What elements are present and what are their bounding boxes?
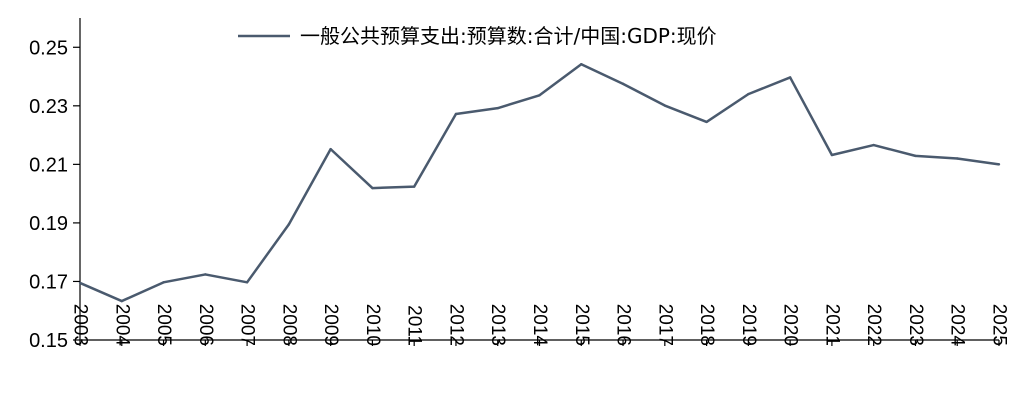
x-tick-label: 2025 xyxy=(989,304,1010,346)
legend-label: 一般公共预算支出:预算数:合计/中国:GDP:现价 xyxy=(300,24,717,48)
data-point xyxy=(204,273,207,276)
x-ticks: 2003 2004 2005 2006 2007 2008 2009 2010 2011 2012… xyxy=(70,304,1010,347)
x-tick-label: 2004 xyxy=(111,304,132,347)
series-layer xyxy=(78,63,1001,303)
x-tick-label: 2023 xyxy=(905,304,926,346)
x-tick-label: 2014 xyxy=(529,304,550,347)
x-tick-label: 2019 xyxy=(738,304,759,346)
data-point xyxy=(580,63,583,66)
x-tick-label: 2017 xyxy=(654,304,675,346)
x-tick-label: 2018 xyxy=(696,304,717,346)
data-point xyxy=(747,92,750,96)
data-point xyxy=(538,94,541,97)
x-tick-label: 2024 xyxy=(947,304,968,347)
data-point xyxy=(956,157,959,160)
x-tick-label: 2007 xyxy=(237,304,258,346)
y-tick-label: 0.15 xyxy=(29,330,68,352)
x-tick-label: 2011 xyxy=(404,305,425,346)
x-tick-label: 2015 xyxy=(571,304,592,346)
x-tick-label: 2021 xyxy=(821,304,842,346)
y-ticks: 0.15 0.17 0.19 0.21 0.23 0.25 xyxy=(29,37,80,352)
x-tick-label: 2006 xyxy=(195,304,216,346)
x-tick-label: 2003 xyxy=(70,304,91,346)
y-tick-label: 0.19 xyxy=(29,213,68,235)
data-point xyxy=(872,143,875,147)
data-point xyxy=(245,281,249,284)
x-tick-label: 2005 xyxy=(153,304,174,346)
data-point xyxy=(705,120,708,124)
x-tick-label: 2016 xyxy=(613,304,634,346)
series-line xyxy=(79,63,1000,303)
data-point xyxy=(914,154,917,158)
data-point xyxy=(454,112,458,116)
data-point xyxy=(997,163,1001,166)
y-tick-label: 0.25 xyxy=(29,37,68,59)
data-point xyxy=(788,76,792,79)
x-tick-label: 2008 xyxy=(278,304,299,346)
axes xyxy=(79,18,999,341)
data-point xyxy=(329,147,332,151)
data-point xyxy=(830,153,834,157)
x-tick-label: 2022 xyxy=(863,304,884,346)
y-tick-label: 0.23 xyxy=(29,96,68,118)
data-point xyxy=(663,104,667,107)
x-tick-label: 2020 xyxy=(780,304,801,346)
data-point xyxy=(496,106,499,110)
data-point xyxy=(287,223,291,226)
legend: 一般公共预算支出:预算数:合计/中国:GDP:现价 xyxy=(238,24,717,48)
data-point xyxy=(120,299,123,303)
data-point xyxy=(412,185,416,188)
x-tick-label: 2010 xyxy=(362,304,383,346)
y-tick-label: 0.17 xyxy=(29,271,68,293)
data-point xyxy=(162,281,165,284)
x-tick-label: 2009 xyxy=(320,304,341,346)
y-tick-label: 0.21 xyxy=(29,154,68,176)
data-point xyxy=(621,82,625,86)
data-point xyxy=(371,186,374,190)
x-tick-label: 2012 xyxy=(445,304,466,346)
x-tick-label: 2013 xyxy=(487,304,508,346)
data-point xyxy=(78,281,82,285)
